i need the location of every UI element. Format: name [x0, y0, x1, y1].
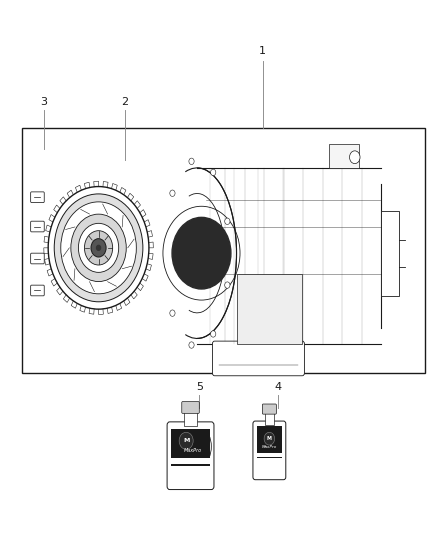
Circle shape	[43, 180, 154, 316]
Circle shape	[170, 310, 175, 316]
Polygon shape	[133, 201, 141, 209]
Polygon shape	[103, 181, 108, 189]
Polygon shape	[123, 297, 130, 305]
Text: 5: 5	[196, 382, 203, 392]
Polygon shape	[80, 304, 86, 312]
Polygon shape	[115, 302, 122, 310]
Polygon shape	[147, 253, 153, 260]
Polygon shape	[94, 181, 99, 188]
Circle shape	[71, 214, 126, 281]
Circle shape	[91, 239, 106, 257]
FancyBboxPatch shape	[31, 192, 44, 203]
FancyBboxPatch shape	[31, 221, 44, 232]
Bar	[381, 211, 399, 296]
Polygon shape	[136, 282, 143, 290]
Text: 2: 2	[121, 96, 128, 107]
Polygon shape	[111, 183, 117, 192]
Polygon shape	[44, 248, 49, 254]
Circle shape	[225, 282, 230, 288]
Text: M: M	[183, 438, 189, 443]
Circle shape	[189, 342, 194, 348]
Circle shape	[78, 223, 119, 272]
Circle shape	[172, 217, 231, 289]
Bar	[237, 274, 302, 344]
Circle shape	[170, 190, 175, 197]
Polygon shape	[49, 214, 56, 223]
Circle shape	[189, 158, 194, 165]
Bar	[172, 429, 210, 466]
Polygon shape	[57, 286, 64, 295]
FancyBboxPatch shape	[253, 421, 286, 480]
Polygon shape	[47, 268, 54, 276]
FancyBboxPatch shape	[31, 253, 44, 264]
FancyBboxPatch shape	[31, 285, 44, 296]
Polygon shape	[130, 290, 137, 299]
Polygon shape	[54, 205, 61, 214]
Bar	[257, 426, 282, 458]
Polygon shape	[141, 273, 148, 281]
Polygon shape	[60, 197, 67, 206]
Polygon shape	[46, 225, 53, 232]
Polygon shape	[99, 308, 103, 314]
Bar	[172, 458, 210, 464]
Polygon shape	[64, 294, 71, 302]
Polygon shape	[127, 193, 134, 202]
Bar	[328, 144, 359, 168]
Polygon shape	[45, 258, 51, 265]
Polygon shape	[71, 300, 78, 308]
Circle shape	[211, 169, 216, 175]
Bar	[257, 453, 282, 457]
Polygon shape	[67, 190, 74, 199]
Text: MaxPro: MaxPro	[184, 448, 202, 453]
Circle shape	[350, 151, 360, 164]
Polygon shape	[89, 306, 94, 314]
Polygon shape	[75, 185, 82, 193]
Bar	[184, 411, 197, 426]
Polygon shape	[85, 182, 90, 190]
Polygon shape	[44, 236, 50, 243]
Circle shape	[225, 218, 230, 224]
Ellipse shape	[158, 168, 237, 338]
Polygon shape	[139, 209, 146, 218]
Polygon shape	[143, 220, 150, 228]
Text: MaxPro: MaxPro	[262, 445, 277, 449]
Text: 3: 3	[40, 96, 47, 107]
Polygon shape	[148, 242, 153, 248]
Bar	[22, 128, 425, 373]
Circle shape	[264, 432, 275, 445]
Text: M: M	[267, 435, 272, 441]
FancyBboxPatch shape	[182, 402, 199, 414]
Circle shape	[54, 194, 143, 302]
Polygon shape	[145, 263, 152, 271]
Circle shape	[96, 245, 101, 251]
Circle shape	[48, 187, 149, 309]
FancyBboxPatch shape	[212, 341, 304, 376]
Circle shape	[61, 202, 136, 294]
Circle shape	[211, 331, 216, 337]
Circle shape	[179, 432, 193, 449]
Polygon shape	[119, 188, 126, 196]
Bar	[265, 412, 274, 425]
FancyBboxPatch shape	[167, 422, 214, 489]
Circle shape	[85, 231, 113, 265]
Polygon shape	[107, 305, 113, 313]
Polygon shape	[146, 231, 152, 238]
Text: 4: 4	[275, 382, 282, 392]
Polygon shape	[51, 278, 58, 286]
Text: 1: 1	[259, 46, 266, 56]
FancyBboxPatch shape	[262, 404, 276, 414]
